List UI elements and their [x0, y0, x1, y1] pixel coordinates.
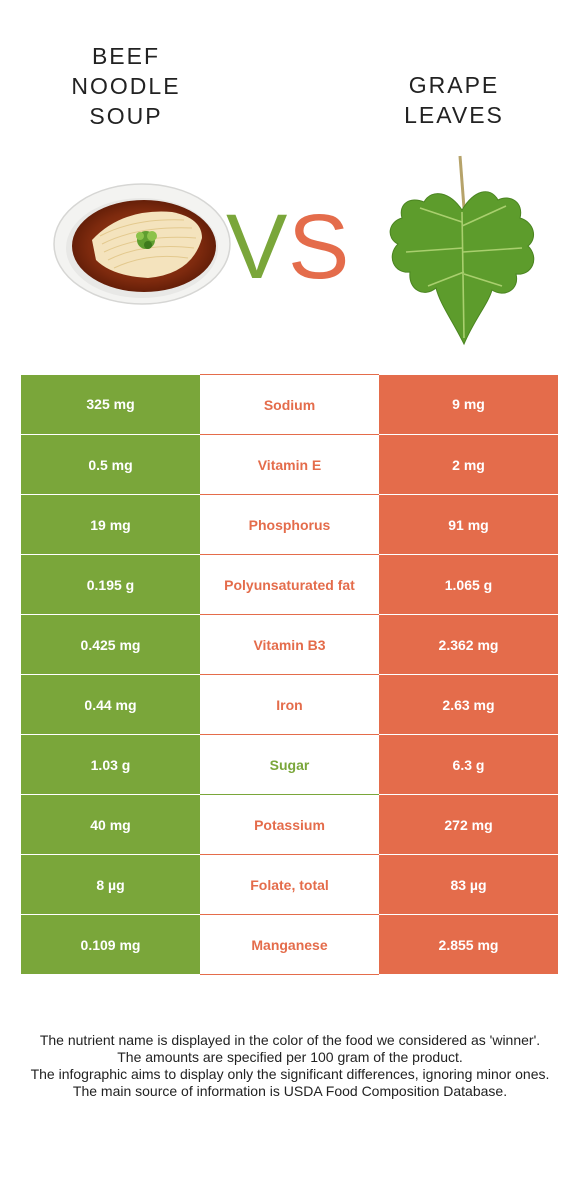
right-food-value: 272 mg [379, 794, 558, 855]
nutrient-name: Manganese [200, 914, 379, 975]
left-food-value: 1.03 g [21, 734, 200, 795]
right-food-value: 2.855 mg [379, 914, 558, 975]
right-food-value: 1.065 g [379, 554, 558, 615]
left-food-title-line: NOODLE [71, 73, 181, 100]
table-row: 325 mg Sodium 9 mg [21, 374, 558, 435]
nutrient-name: Sodium [200, 374, 379, 435]
table-row: 19 mg Phosphorus 91 mg [21, 494, 558, 555]
left-food-value: 0.5 mg [21, 434, 200, 495]
right-food-value: 2.63 mg [379, 674, 558, 735]
left-food-value: 0.425 mg [21, 614, 200, 675]
right-food-value: 2.362 mg [379, 614, 558, 675]
right-food-value: 2 mg [379, 434, 558, 495]
nutrient-name: Iron [200, 674, 379, 735]
table-row: 8 µg Folate, total 83 µg [21, 854, 558, 915]
footnote: The nutrient name is displayed in the co… [39, 1032, 541, 1048]
vs-s-letter: S [288, 196, 349, 296]
table-row: 40 mg Potassium 272 mg [21, 794, 558, 855]
nutrient-name: Potassium [200, 794, 379, 855]
left-food-value: 40 mg [21, 794, 200, 855]
table-row: 1.03 g Sugar 6.3 g [21, 734, 558, 795]
right-food-title-line: GRAPE [408, 72, 500, 99]
right-food-title-line: LEAVES [404, 102, 504, 129]
nutrient-name: Vitamin E [200, 434, 379, 495]
right-food-value: 6.3 g [379, 734, 558, 795]
nutrient-name: Phosphorus [200, 494, 379, 555]
footnotes: The nutrient name is displayed in the co… [16, 1032, 564, 1100]
left-food-value: 0.195 g [21, 554, 200, 615]
table-row: 0.109 mg Manganese 2.855 mg [21, 914, 558, 975]
footnote: The main source of information is USDA F… [72, 1083, 508, 1099]
nutrient-name: Folate, total [200, 854, 379, 915]
vs-v-letter: V [226, 196, 287, 296]
left-food-value: 8 µg [21, 854, 200, 915]
right-food-value: 91 mg [379, 494, 558, 555]
vs-label: V S [226, 196, 349, 296]
table-row: 0.44 mg Iron 2.63 mg [21, 674, 558, 735]
grape-leaf-image [389, 155, 535, 346]
left-food-title: BEEF NOODLE SOUP [6, 41, 246, 131]
nutrient-name: Vitamin B3 [200, 614, 379, 675]
left-food-value: 19 mg [21, 494, 200, 555]
nutrient-name: Polyunsaturated fat [200, 554, 379, 615]
footnote: The amounts are specified per 100 gram o… [117, 1049, 463, 1065]
right-food-value: 83 µg [379, 854, 558, 915]
right-food-value: 9 mg [379, 374, 558, 435]
left-food-value: 0.44 mg [21, 674, 200, 735]
left-food-title-line: SOUP [89, 103, 163, 130]
right-food-title: GRAPE LEAVES [334, 70, 574, 130]
footnote: The infographic aims to display only the… [30, 1066, 550, 1082]
table-row: 0.195 g Polyunsaturated fat 1.065 g [21, 554, 558, 615]
left-food-title-line: BEEF [91, 43, 161, 70]
beef-noodle-soup-image [53, 183, 231, 305]
left-food-value: 325 mg [21, 374, 200, 435]
left-food-value: 0.109 mg [21, 914, 200, 975]
table-row: 0.425 mg Vitamin B3 2.362 mg [21, 614, 558, 675]
nutrient-name: Sugar [200, 734, 379, 795]
